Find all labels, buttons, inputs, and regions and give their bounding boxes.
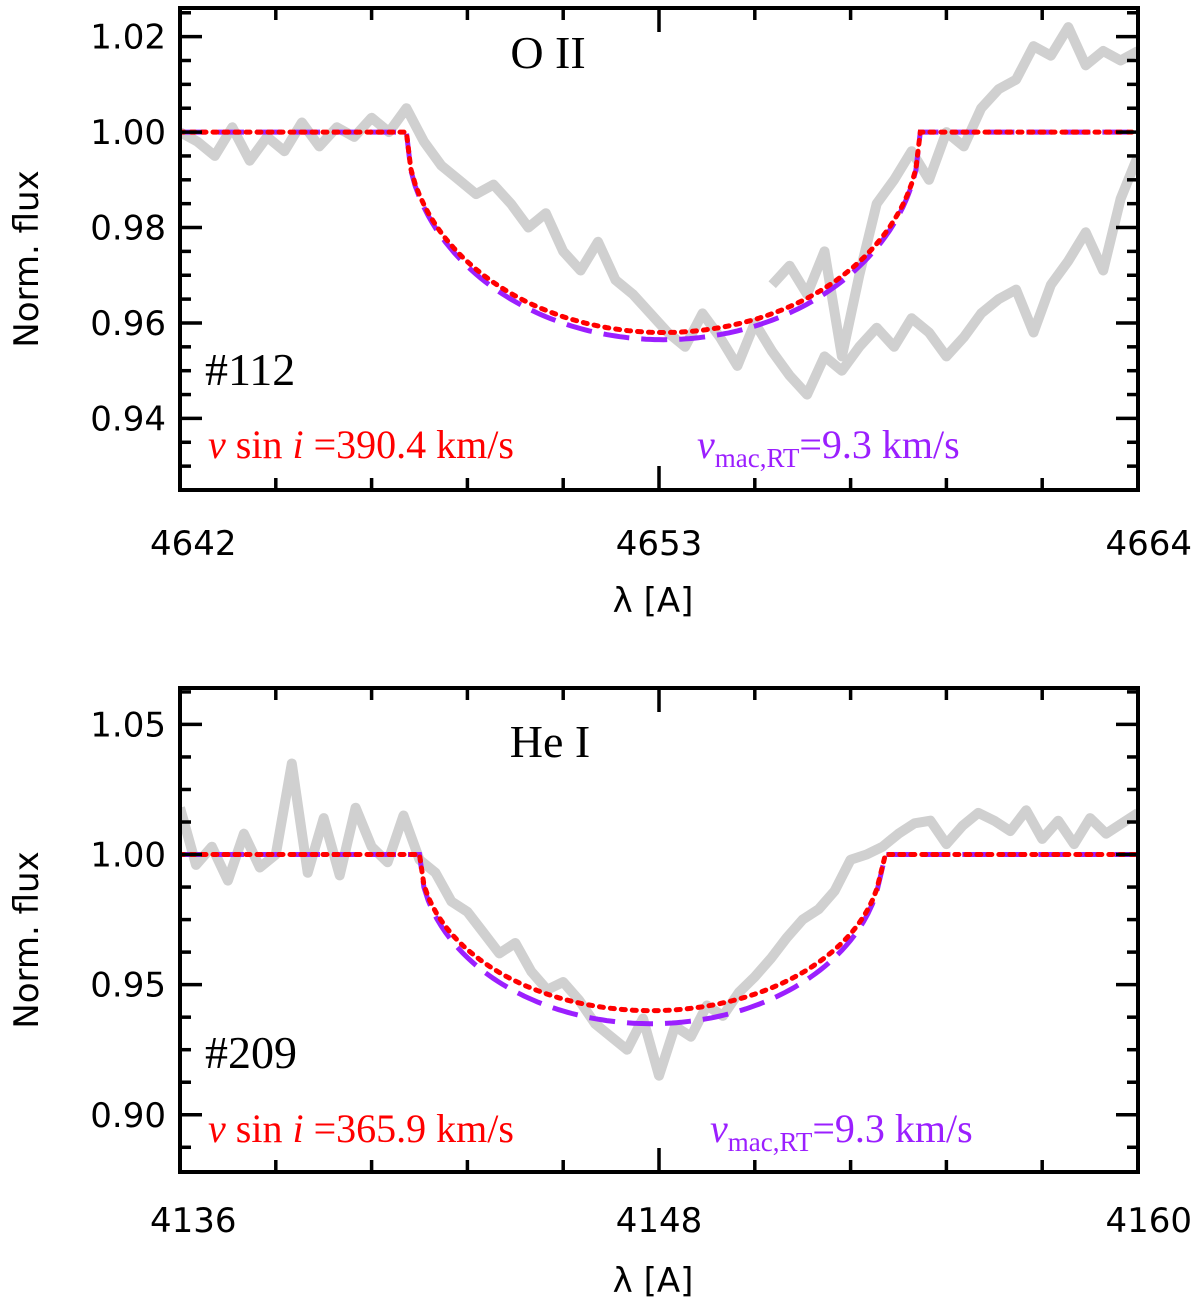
y-tick-label: 0.98 bbox=[90, 209, 166, 249]
y-tick-label: 1.00 bbox=[90, 836, 166, 876]
y-tick-label: 1.05 bbox=[90, 705, 166, 745]
y-tick-label: 1.02 bbox=[90, 18, 166, 58]
x-tick-label: 4148 bbox=[616, 1201, 703, 1241]
x-tick-label: 4653 bbox=[616, 524, 703, 564]
x-tick-label: 4664 bbox=[1105, 524, 1192, 564]
y-tick-label: 0.96 bbox=[90, 304, 166, 344]
y-tick-label: 0.94 bbox=[90, 399, 166, 439]
y-axis-label: Norm. flux bbox=[7, 851, 47, 1028]
ion-label: He I bbox=[510, 716, 590, 767]
star-id-label: #112 bbox=[205, 344, 295, 395]
vsini-label: v sin i =390.4 km/s bbox=[208, 422, 514, 467]
observed-spectrum-line bbox=[768, 22, 1138, 362]
x-tick-label: 4136 bbox=[150, 1201, 237, 1241]
y-tick-label: 0.95 bbox=[90, 966, 166, 1006]
x-tick-label: 4160 bbox=[1105, 1201, 1192, 1241]
x-tick-label: 4642 bbox=[150, 524, 237, 564]
vmac-label: vmac,RT=9.3 km/s bbox=[710, 1106, 973, 1157]
hei-panel: 0.90 0.95 1.00 1.05 4136 4148 4160 λ [A] Norm. f… bbox=[7, 686, 1192, 1301]
rotation-model-line bbox=[180, 852, 1138, 1014]
macroturbulence-model-line bbox=[180, 852, 1138, 1027]
plot-area bbox=[180, 758, 1138, 1081]
vmac-label: vmac,RT=9.3 km/s bbox=[697, 422, 960, 473]
y-axis-label: Norm. flux bbox=[7, 170, 47, 347]
plot-frame bbox=[178, 6, 1140, 492]
x-axis-label: λ [A] bbox=[613, 581, 694, 621]
oii-panel: 0.94 0.96 0.98 1.00 1.02 4642 4653 4664 λ [A] Nor… bbox=[7, 6, 1192, 621]
star-id-label: #209 bbox=[205, 1027, 297, 1078]
ion-label: O II bbox=[510, 27, 585, 78]
rotation-model-line bbox=[180, 129, 1138, 335]
y-tick-label: 0.90 bbox=[90, 1096, 166, 1136]
y-tick-label: 1.00 bbox=[90, 113, 166, 153]
observed-spectrum-line bbox=[180, 758, 1138, 1081]
observed-spectrum-line bbox=[180, 103, 1138, 400]
plot-area bbox=[180, 22, 1138, 400]
plot-frame bbox=[178, 686, 1140, 1174]
x-axis-label: λ [A] bbox=[613, 1261, 694, 1301]
vsini-label: v sin i =365.9 km/s bbox=[208, 1106, 514, 1151]
